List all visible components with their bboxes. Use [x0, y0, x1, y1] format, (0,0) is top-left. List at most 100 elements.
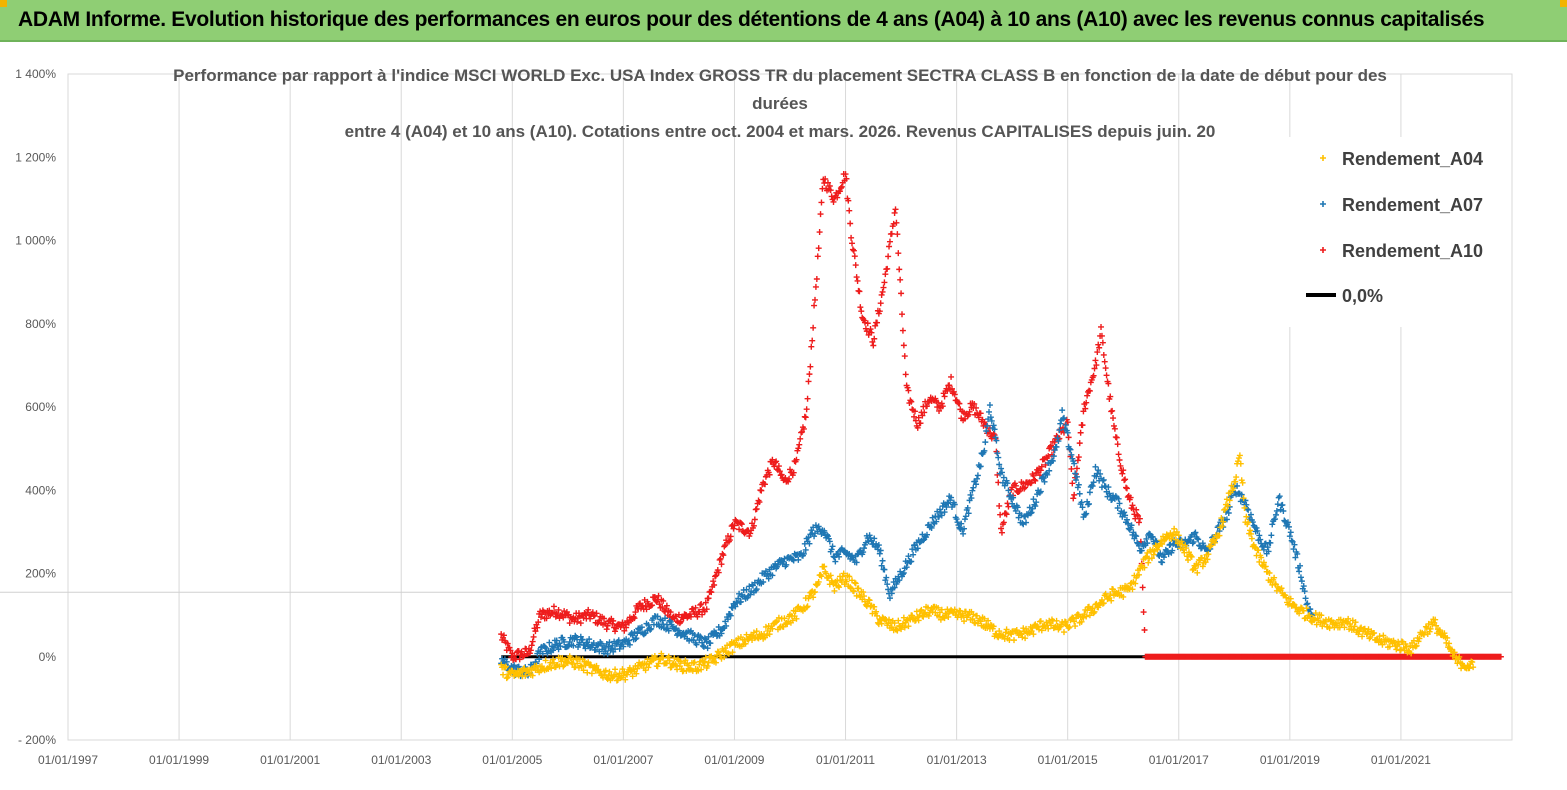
point-Rendement_A07 — [967, 491, 974, 498]
point-Rendement_A04 — [855, 585, 862, 592]
point-Rendement_A10 — [753, 505, 760, 512]
point-Rendement_A07 — [654, 613, 661, 620]
point-Rendement_A04 — [1145, 559, 1152, 566]
point-Rendement_A10 — [892, 206, 899, 213]
point-Rendement_A10 — [738, 521, 745, 528]
point-Rendement_A07 — [1088, 482, 1095, 489]
point-Rendement_A07 — [735, 595, 742, 602]
point-Rendement_A04 — [1318, 612, 1325, 619]
point-Rendement_A07 — [783, 561, 790, 568]
point-Rendement_A10 — [1086, 387, 1093, 394]
point-Rendement_A04 — [895, 617, 902, 624]
point-Rendement_A04 — [1011, 637, 1018, 644]
point-Rendement_A04 — [1211, 539, 1218, 546]
point-Rendement_A10 — [838, 183, 845, 190]
point-Rendement_A07 — [815, 523, 822, 530]
point-Rendement_A07 — [811, 533, 818, 540]
point-Rendement_A04 — [1221, 506, 1228, 513]
point-Rendement_A04 — [1456, 653, 1463, 660]
point-Rendement_A07 — [1238, 491, 1245, 498]
point-Rendement_A10 — [530, 633, 537, 640]
point-Rendement_A07 — [1071, 460, 1078, 467]
point-Rendement_A10 — [1096, 344, 1103, 351]
point-Rendement_A04 — [677, 658, 684, 665]
point-Rendement_A04 — [1135, 571, 1142, 578]
point-Rendement_A10 — [603, 626, 610, 633]
point-Rendement_A10 — [872, 322, 879, 329]
point-Rendement_A07 — [951, 501, 958, 508]
point-Rendement_A04 — [522, 672, 529, 679]
point-Rendement_A07 — [954, 519, 961, 526]
point-Rendement_A04 — [852, 580, 859, 587]
point-Rendement_A10 — [899, 327, 906, 334]
point-Rendement_A04 — [1312, 610, 1319, 617]
point-Rendement_A07 — [556, 640, 563, 647]
point-Rendement_A07 — [903, 564, 910, 571]
point-Rendement_A10 — [852, 262, 859, 269]
point-Rendement_A07 — [987, 414, 994, 421]
point-Rendement_A10 — [858, 308, 865, 315]
point-Rendement_A04 — [593, 662, 600, 669]
point-Rendement_A04 — [503, 675, 510, 682]
point-Rendement_A07 — [1010, 494, 1017, 501]
point-Rendement_A04 — [1226, 497, 1233, 504]
point-Rendement_A07 — [780, 558, 787, 565]
point-Rendement_A04 — [1266, 569, 1273, 576]
point-Rendement_A07 — [1055, 438, 1062, 445]
y-tick-label: 1 200% — [15, 150, 56, 164]
point-Rendement_A10 — [1071, 491, 1078, 498]
point-Rendement_A10 — [504, 640, 511, 647]
point-Rendement_A07 — [945, 500, 952, 507]
point-Rendement_A04 — [945, 613, 952, 620]
point-Rendement_A04 — [900, 614, 907, 621]
point-Rendement_A04 — [1219, 523, 1226, 530]
point-Rendement_A07 — [908, 558, 915, 565]
point-Rendement_A07 — [1037, 488, 1044, 495]
point-Rendement_A07 — [936, 513, 943, 520]
point-Rendement_A10 — [663, 602, 670, 609]
point-Rendement_A10 — [649, 602, 656, 609]
point-Rendement_A04 — [574, 660, 581, 667]
point-Rendement_A10 — [751, 516, 758, 523]
point-Rendement_A10 — [827, 187, 834, 194]
point-Rendement_A10 — [936, 407, 943, 414]
point-Rendement_A04 — [683, 667, 690, 674]
point-Rendement_A07 — [888, 590, 895, 597]
point-Rendement_A04 — [935, 604, 942, 611]
point-Rendement_A07 — [1294, 550, 1301, 557]
point-Rendement_A04 — [1093, 600, 1100, 607]
point-Rendement_A10 — [885, 253, 892, 260]
point-Rendement_A10 — [830, 198, 837, 205]
point-Rendement_A07 — [964, 504, 971, 511]
x-tick-label: 01/01/2009 — [704, 753, 764, 767]
chart-axes: 01/01/1997 01/01/1999 01/01/2001 01/01/2003… — [15, 67, 1431, 767]
point-Rendement_A07 — [1272, 511, 1279, 518]
point-Rendement_A07 — [1300, 583, 1307, 590]
point-Rendement_A10 — [997, 511, 1004, 518]
point-Rendement_A10 — [756, 499, 763, 506]
point-Rendement_A07 — [928, 524, 935, 531]
point-Rendement_A07 — [1075, 481, 1082, 488]
point-Rendement_A07 — [1134, 539, 1141, 546]
point-Rendement_A04 — [1423, 624, 1430, 631]
point-Rendement_A10 — [886, 238, 893, 245]
point-Rendement_A10 — [912, 417, 919, 424]
point-Rendement_A10 — [538, 614, 545, 621]
point-Rendement_A10 — [899, 311, 906, 318]
point-Rendement_A10 — [710, 578, 717, 585]
point-Rendement_A04 — [1208, 542, 1215, 549]
point-Rendement_A10 — [850, 247, 857, 254]
point-Rendement_A04 — [1345, 615, 1352, 622]
point-Rendement_A07 — [883, 574, 890, 581]
point-Rendement_A10 — [842, 171, 849, 178]
point-Rendement_A10 — [1003, 511, 1010, 518]
point-Rendement_A10 — [1090, 372, 1097, 379]
point-Rendement_A07 — [1268, 532, 1275, 539]
point-Rendement_A04 — [1391, 639, 1398, 646]
point-Rendement_A10 — [939, 403, 946, 410]
point-Rendement_A04 — [1129, 586, 1136, 593]
point-Rendement_A04 — [1408, 650, 1415, 657]
point-Rendement_A10 — [902, 371, 909, 378]
point-Rendement_A07 — [1194, 535, 1201, 542]
point-Rendement_A07 — [1067, 446, 1074, 453]
